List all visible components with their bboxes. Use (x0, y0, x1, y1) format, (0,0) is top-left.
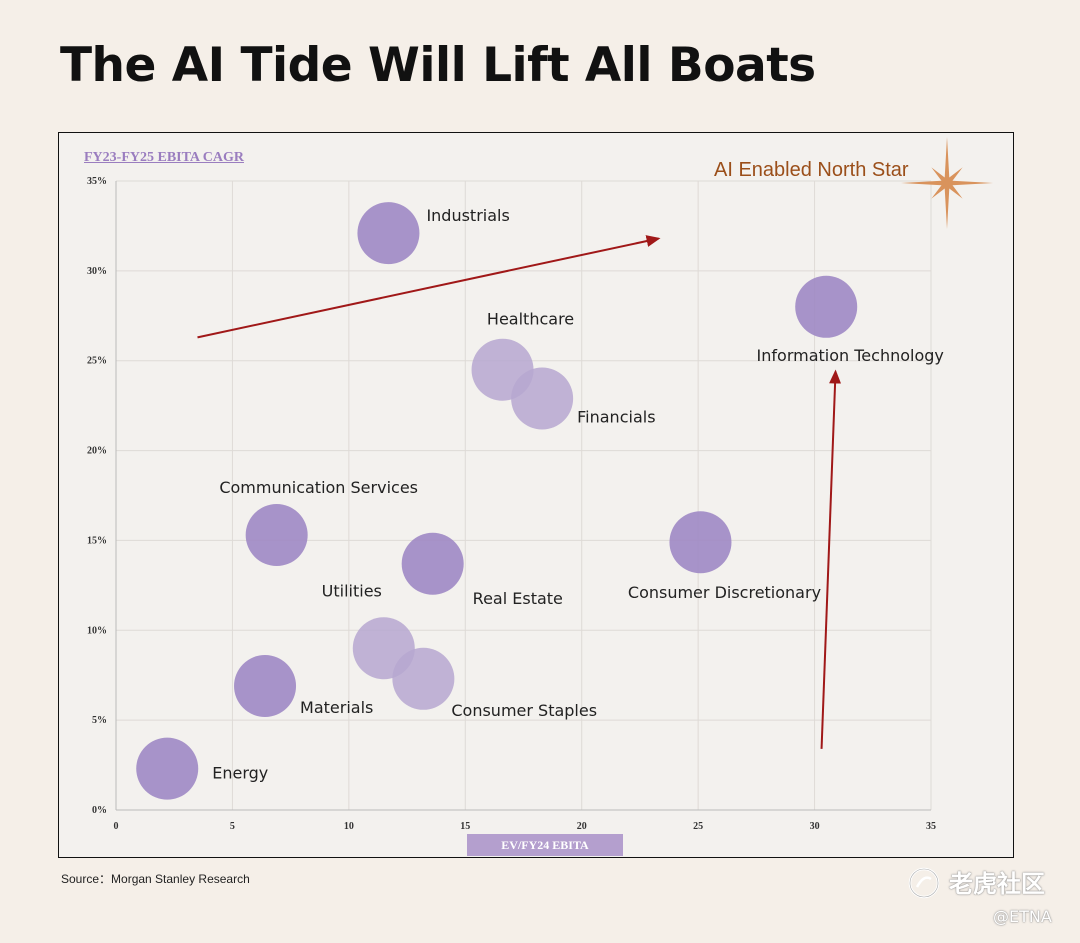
bubble-consumer-discretionary (669, 511, 732, 574)
bubble-industrials (357, 202, 420, 265)
north-star-icon (901, 137, 993, 229)
y-tick-label: 0% (92, 805, 107, 816)
bubble-label-communication-services: Communication Services (219, 478, 418, 497)
bubble-label-industrials: Industrials (426, 206, 509, 225)
y-tick-label: 15% (87, 535, 107, 546)
watermark-brand: 老虎社区 (949, 870, 1045, 898)
x-tick-label: 10 (344, 821, 354, 832)
x-axis-label: EV/FY24 EBITA (467, 834, 623, 856)
bubble-label-utilities: Utilities (322, 581, 382, 600)
chart-axes (115, 181, 931, 811)
watermark: 老虎社区 @ETNA (905, 864, 1065, 934)
y-tick-label: 25% (87, 356, 107, 367)
bubble-label-real-estate: Real Estate (473, 589, 563, 608)
bubble-label-materials: Materials (300, 698, 373, 717)
x-tick-label: 20 (577, 821, 587, 832)
x-tick-label: 30 (810, 821, 820, 832)
bubble-information-technology (795, 275, 858, 338)
bubble-consumer-staples (392, 647, 455, 710)
y-tick-label: 35% (87, 176, 107, 187)
bubble-label-energy: Energy (212, 764, 268, 783)
bubble-label-consumer-staples: Consumer Staples (451, 701, 597, 720)
x-tick-label: 0 (114, 821, 119, 832)
x-tick-label: 15 (460, 821, 470, 832)
bubble-label-financials: Financials (577, 407, 655, 426)
chart-frame (58, 132, 1014, 858)
page-title: The AI Tide Will Lift All Boats (60, 38, 816, 93)
bubble-label-healthcare: Healthcare (487, 310, 574, 329)
bubble-real-estate (401, 532, 464, 595)
source-note: Source：Morgan Stanley Research (61, 872, 250, 886)
north-star-label: AI Enabled North Star (714, 159, 909, 181)
bubble-financials (511, 367, 574, 430)
trend-arrow (197, 235, 661, 339)
chart-ticks: 0 5 10 15 20 25 30 35 0% 5% 10% 15% 20% 25% 30% 35% (87, 176, 936, 832)
bubble-energy (136, 737, 199, 800)
tiger-community-logo-icon (908, 867, 940, 899)
trend-arrow (820, 369, 842, 749)
north-star-shape (901, 137, 993, 229)
x-tick-label: 25 (693, 821, 703, 832)
y-tick-label: 20% (87, 446, 107, 457)
bubble-label-information-technology: Information Technology (757, 346, 944, 365)
y-axis-label: FY23-FY25 EBITA CAGR (84, 150, 244, 165)
chart-bubble-labels: Industrials Information Technology Healthc… (212, 206, 944, 783)
x-tick-label: 5 (230, 821, 235, 832)
bubble-communication-services (245, 504, 308, 567)
x-tick-label: 35 (926, 821, 936, 832)
watermark-handle: @ETNA (993, 907, 1052, 926)
bubble-label-consumer-discretionary: Consumer Discretionary (628, 583, 821, 602)
bubble-materials (234, 654, 297, 717)
trend-arrows (197, 235, 842, 749)
y-tick-label: 5% (92, 715, 107, 726)
y-tick-label: 30% (87, 266, 107, 277)
y-tick-label: 10% (87, 625, 107, 636)
chart-bubbles (136, 202, 858, 800)
